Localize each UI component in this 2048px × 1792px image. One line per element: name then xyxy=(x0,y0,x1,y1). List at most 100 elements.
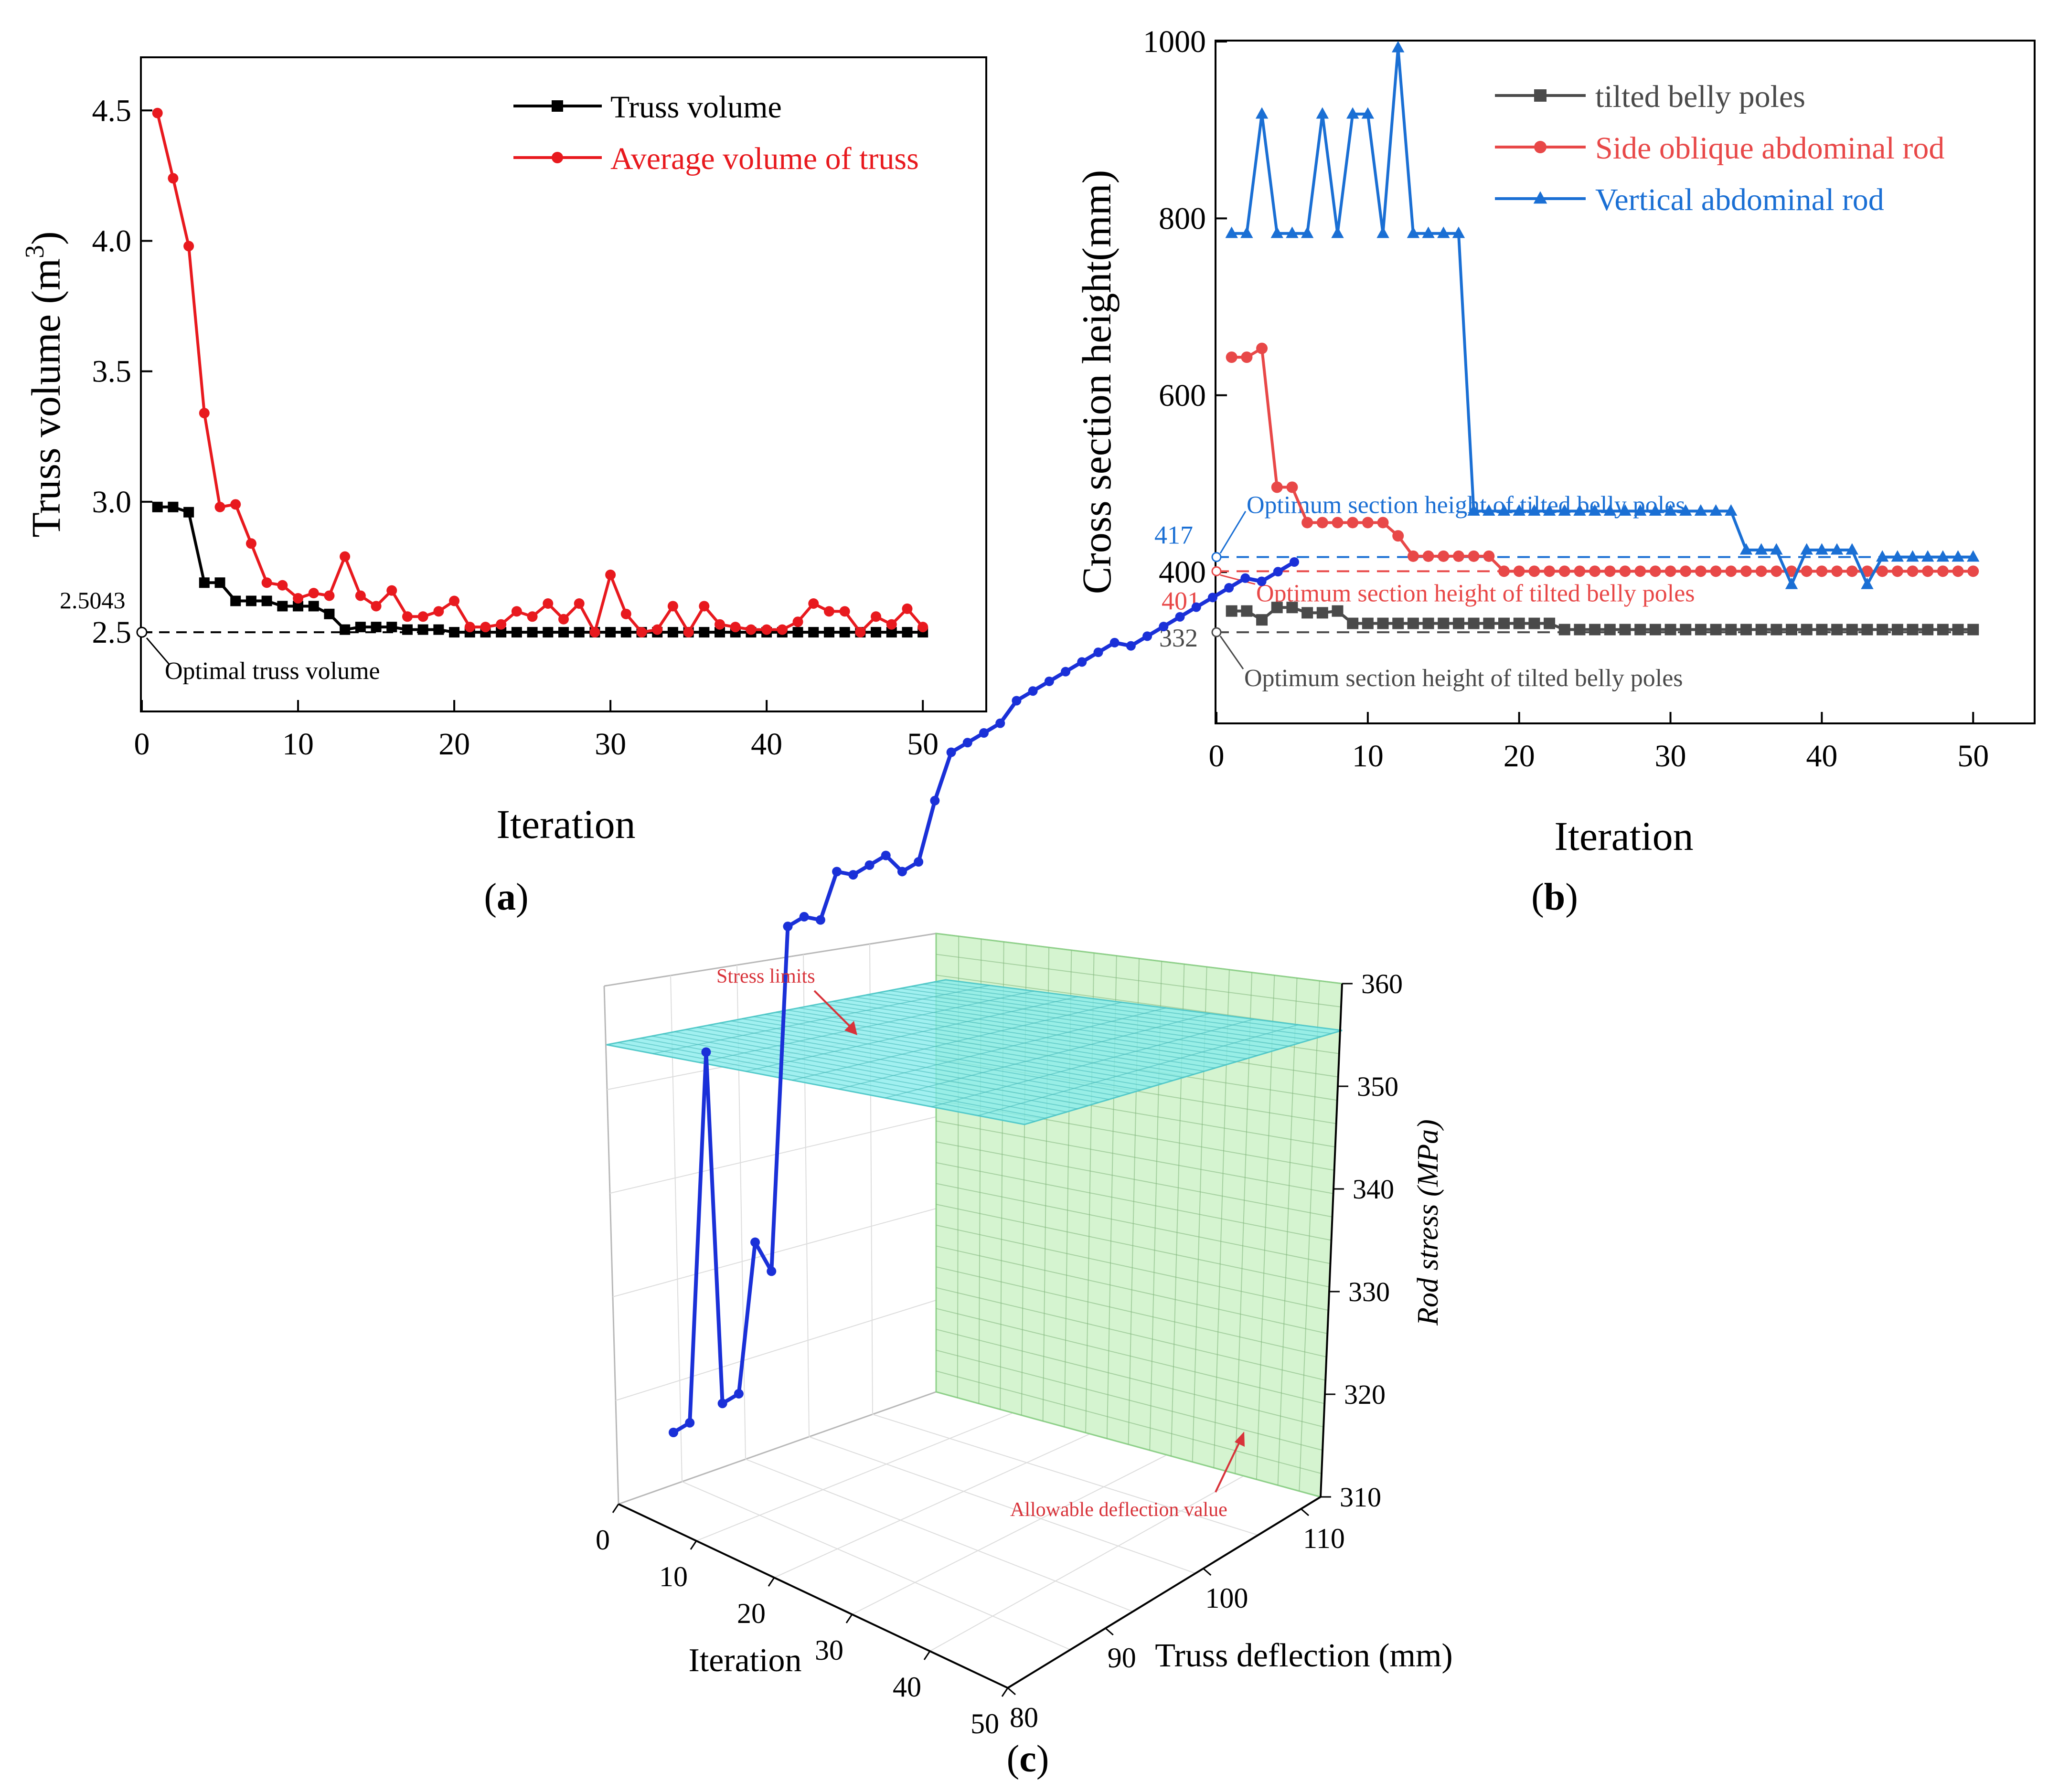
stress-path-point xyxy=(1044,676,1054,686)
data-point xyxy=(1649,624,1661,636)
data-point xyxy=(1376,226,1389,238)
deflection-grid-line xyxy=(936,1287,1326,1381)
data-point xyxy=(1331,226,1344,238)
data-point xyxy=(168,501,179,512)
data-point xyxy=(1286,226,1299,238)
data-point xyxy=(152,107,163,118)
panel-b: 0 10 20 30 40 50 400 600 800 1000 417 Optimum sect… xyxy=(1074,24,2036,918)
data-point xyxy=(1709,504,1722,516)
stress-limits-arrowhead xyxy=(844,1021,857,1035)
data-point xyxy=(1574,624,1586,636)
data-point xyxy=(1271,481,1283,493)
stress-grid-line xyxy=(653,985,990,1054)
stress-grid-line xyxy=(931,1018,1254,1107)
data-point xyxy=(1528,504,1541,516)
y-tick-label: 1000 xyxy=(1143,24,1206,59)
data-point xyxy=(245,538,256,549)
x-tick-label-c: 10 xyxy=(659,1561,688,1592)
legend-marker xyxy=(1534,141,1547,153)
floor-grid-line xyxy=(852,1454,1167,1615)
data-point xyxy=(1226,605,1237,617)
deflection-grid-line xyxy=(936,1370,1322,1474)
panel-label-b: (b) xyxy=(1531,876,1578,918)
stress-path-point xyxy=(1273,567,1283,577)
x-tick-label-c: 50 xyxy=(971,1708,999,1739)
data-point xyxy=(214,501,225,512)
data-point xyxy=(1452,550,1464,562)
x-tick-label: 30 xyxy=(1655,739,1686,774)
data-point xyxy=(1634,565,1646,577)
z-tick-label-c: 310 xyxy=(1340,1482,1381,1513)
data-point xyxy=(792,616,803,627)
data-point xyxy=(183,507,194,518)
data-point xyxy=(277,601,288,612)
data-point xyxy=(1967,624,1979,636)
data-point xyxy=(574,627,585,638)
stress-grid-line xyxy=(838,1007,1166,1090)
x-tick-mark-c xyxy=(1001,1687,1009,1697)
data-point xyxy=(1649,504,1662,516)
data-point xyxy=(1907,565,1919,577)
data-point xyxy=(1816,624,1828,636)
plot-frame-b xyxy=(1215,40,2036,724)
x-tick-mark-c xyxy=(768,1577,775,1587)
floor-grid-line xyxy=(872,1414,1259,1536)
stress-path-point xyxy=(995,718,1005,728)
stress-path-point xyxy=(1257,576,1267,586)
x-tick-label-c: 20 xyxy=(737,1598,766,1629)
legend-label: tilted belly poles xyxy=(1595,79,1805,114)
z-tick-label-c: 330 xyxy=(1348,1276,1390,1307)
data-point xyxy=(823,606,834,617)
series-layer-c xyxy=(669,557,1299,1437)
data-point xyxy=(417,611,428,622)
data-point xyxy=(511,627,522,638)
data-point xyxy=(1952,624,1964,636)
data-point xyxy=(1346,107,1359,119)
data-point xyxy=(1815,543,1828,555)
stress-path-point xyxy=(783,922,793,932)
data-point xyxy=(1392,530,1404,542)
data-point xyxy=(1467,504,1480,516)
stress-path-point xyxy=(799,912,809,922)
optimum-height-leader xyxy=(1219,636,1244,669)
data-point xyxy=(1255,107,1269,119)
data-point xyxy=(433,624,444,635)
data-point xyxy=(1877,624,1888,636)
data-point xyxy=(386,585,397,596)
data-point xyxy=(261,577,272,588)
data-point xyxy=(1316,517,1328,529)
front-axes-c xyxy=(618,983,1343,1689)
data-point xyxy=(808,598,819,609)
y-tick-label: 4.5 xyxy=(92,93,132,128)
data-point xyxy=(1241,605,1253,617)
deflection-grid-line xyxy=(936,1141,1333,1218)
stress-grid-line xyxy=(934,981,1332,1034)
data-point xyxy=(1846,565,1858,577)
deflection-arrowhead xyxy=(1235,1431,1245,1447)
data-point xyxy=(1377,517,1389,529)
stress-path-point xyxy=(914,857,924,867)
data-point xyxy=(1407,550,1419,562)
stress-grid-line xyxy=(866,994,1268,1053)
x-tick-mark-c xyxy=(845,1614,853,1623)
data-point xyxy=(1922,565,1934,577)
data-point xyxy=(1770,543,1783,555)
data-point xyxy=(730,622,741,633)
data-point xyxy=(1891,565,1903,577)
stress-path-point xyxy=(815,915,825,925)
data-point xyxy=(1438,617,1450,629)
stress-path-point xyxy=(750,1237,760,1247)
data-point xyxy=(417,624,428,635)
deflection-annotation: Allowable deflection value xyxy=(1010,1499,1227,1521)
z-axis-title-c: Rod stress (MPa) xyxy=(1412,1119,1444,1326)
data-point xyxy=(1831,624,1843,636)
data-point xyxy=(683,627,694,638)
data-point xyxy=(277,580,288,591)
data-point xyxy=(1695,565,1707,577)
data-point xyxy=(1603,504,1617,516)
data-point xyxy=(511,606,522,617)
x-tick-mark-c xyxy=(690,1540,697,1550)
legend-marker xyxy=(552,100,563,112)
stress-grid-line xyxy=(746,996,1078,1072)
data-point xyxy=(1362,617,1374,629)
